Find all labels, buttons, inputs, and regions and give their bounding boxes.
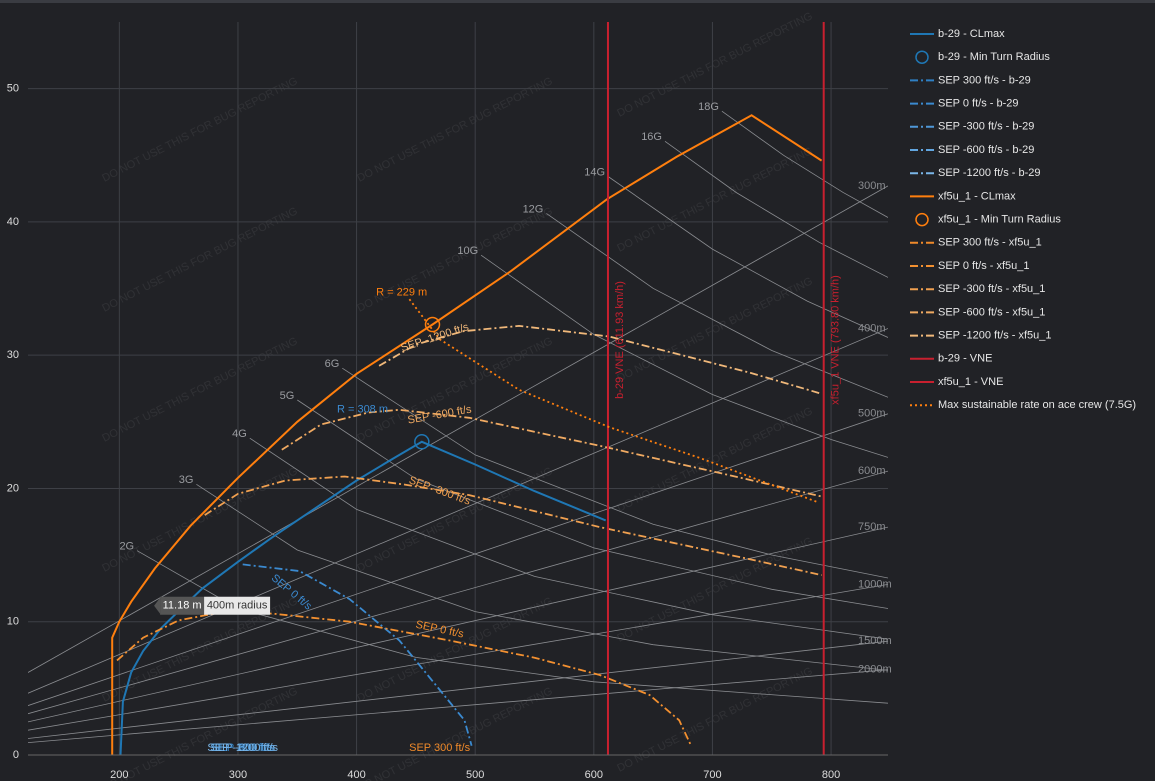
legend-label: SEP -1200 ft/s - b-29 <box>938 167 1041 179</box>
series-line <box>116 610 692 747</box>
x-tick-label: 200 <box>110 769 128 781</box>
series-line <box>408 298 818 503</box>
g-line <box>664 140 888 278</box>
g-line-label: 12G <box>523 203 544 215</box>
annotation: SEP -1200 ft/s <box>207 742 278 754</box>
top-bar <box>0 0 1155 3</box>
hover-value-box <box>160 596 205 615</box>
y-tick-label: 30 <box>7 349 19 361</box>
radius-line <box>28 640 888 739</box>
y-tick-label: 10 <box>7 616 19 628</box>
legend-symbol <box>915 212 929 227</box>
min-radius-marker <box>424 316 441 333</box>
radius-line <box>28 185 888 673</box>
g-line <box>249 437 888 640</box>
legend-label: xf5u_1 - VNE <box>938 376 1003 388</box>
g-line <box>342 367 888 579</box>
vne-label: b-29 VNE (611.93 km/h) <box>614 281 626 399</box>
x-tick-label: 600 <box>585 769 603 781</box>
legend-label: SEP 0 ft/s - b-29 <box>938 98 1019 110</box>
g-line-label: 14G <box>584 166 605 178</box>
legend-label: xf5u_1 - CLmax <box>938 190 1016 202</box>
hover-label: 400m radius <box>207 600 268 612</box>
radius-line <box>28 470 888 715</box>
annotation: SEP 300 ft/s <box>409 742 470 754</box>
x-tick-label: 300 <box>229 769 247 781</box>
y-tick-label: 40 <box>7 216 19 228</box>
legend-label: SEP -600 ft/s - xf5u_1 <box>938 306 1045 318</box>
g-line <box>721 110 888 218</box>
legend-label: Max sustainable rate on ace crew (7.5G) <box>938 399 1136 411</box>
x-tick-label: 800 <box>822 769 840 781</box>
series-line <box>119 440 607 755</box>
radius-line-label: 500m <box>858 408 886 420</box>
annotation: SEP -600 ft/s <box>210 742 275 754</box>
radius-line-label: 1000m <box>858 578 892 590</box>
radius-line <box>28 669 888 743</box>
radius-line <box>28 584 888 731</box>
y-tick-label: 20 <box>7 482 19 494</box>
g-line-label: 16G <box>641 131 662 143</box>
radius-line-label: 600m <box>858 465 886 477</box>
legend-symbol <box>915 50 929 64</box>
radius-line-label: 2000m <box>858 664 892 676</box>
hover-value: 11.18 m <box>163 600 202 612</box>
legend-label: b-29 - CLmax <box>938 28 1005 40</box>
plot-area <box>28 22 888 755</box>
annotation: SEP 300 ft/s <box>212 742 273 754</box>
radius-line <box>28 526 888 723</box>
radius-line-label: 1500m <box>858 635 892 647</box>
g-line <box>480 254 888 458</box>
hover-pointer <box>154 597 161 614</box>
x-tick-label: 400 <box>347 769 365 781</box>
legend-label: b-29 - Min Turn Radius <box>938 51 1050 63</box>
radius-line-label: 300m <box>858 180 886 192</box>
legend-label: SEP -600 ft/s - b-29 <box>938 144 1034 156</box>
g-line-label: 4G <box>232 428 247 440</box>
min-radius-marker <box>414 434 430 450</box>
legend-label: SEP 300 ft/s - xf5u_1 <box>938 237 1042 249</box>
series-line <box>242 563 473 746</box>
legend-label: xf5u_1 - Min Turn Radius <box>938 214 1061 226</box>
radius-line <box>28 328 888 694</box>
g-line-label: 6G <box>325 358 340 370</box>
x-tick-label: 500 <box>466 769 484 781</box>
radius-line <box>28 413 888 706</box>
series-line <box>378 324 822 395</box>
g-line <box>607 176 888 338</box>
g-line-label: 3G <box>179 474 194 486</box>
legend-label: b-29 - VNE <box>938 353 992 365</box>
g-line-label: 5G <box>280 390 295 402</box>
legend-label: SEP -1200 ft/s - xf5u_1 <box>938 330 1052 342</box>
hover-label-box <box>204 596 271 615</box>
legend-label: SEP -300 ft/s - b-29 <box>938 121 1034 133</box>
legend-label: SEP 300 ft/s - b-29 <box>938 74 1031 86</box>
radius-line-label: 400m <box>858 322 886 334</box>
vne-label: xf5u_1 VNE (793.80 km/h) <box>830 275 842 405</box>
g-line-label: 10G <box>457 245 478 257</box>
legend-label: SEP -300 ft/s - xf5u_1 <box>938 283 1045 295</box>
y-tick-label: 50 <box>7 83 19 95</box>
annotation: R = 308 m <box>337 404 388 416</box>
g-line <box>546 213 888 398</box>
g-line <box>297 399 888 609</box>
annotation: SEP -300 ft/s <box>210 742 275 754</box>
legend-label: SEP 0 ft/s - xf5u_1 <box>938 260 1030 272</box>
radius-line-label: 750m <box>858 521 886 533</box>
series-line <box>204 475 822 576</box>
y-tick-label: 0 <box>13 749 19 761</box>
x-tick-label: 700 <box>703 769 721 781</box>
g-line-label: 18G <box>698 101 719 113</box>
annotation: R = 229 m <box>376 286 427 298</box>
g-line-label: 2G <box>119 541 134 553</box>
g-line <box>136 550 888 704</box>
series-line <box>111 114 823 755</box>
series-line <box>281 408 822 498</box>
g-line <box>196 483 888 671</box>
